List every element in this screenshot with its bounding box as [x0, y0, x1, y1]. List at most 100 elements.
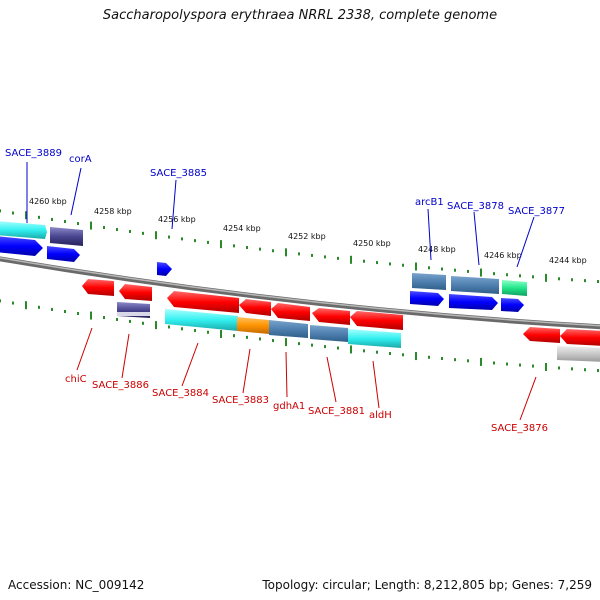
scale-tick-minor [77, 312, 79, 316]
gene-SACE_3877-arrow[interactable] [501, 298, 524, 312]
scale-tick-minor [402, 263, 404, 267]
gene-label[interactable]: SACE_3877 [508, 206, 565, 217]
gene-corA-navy[interactable] [50, 227, 83, 246]
scale-tick-minor [38, 215, 40, 219]
scale-tick-minor [142, 231, 144, 235]
scale-tick-minor [454, 358, 456, 362]
scale-tick-minor [298, 252, 300, 256]
gene-SACE_3878-arrow[interactable] [449, 294, 498, 310]
scale-tick-minor [181, 327, 183, 331]
scale-tick-minor [389, 262, 391, 266]
scale-tick-minor [129, 229, 131, 233]
gene-SACE_3886-arrow[interactable] [119, 284, 152, 301]
gene-SACE_3878-steel[interactable] [451, 276, 499, 294]
leader-lines-forward [26, 162, 535, 268]
gene-SACE_3885-arrow[interactable] [157, 262, 172, 276]
gene-label[interactable]: gdhA1 [273, 401, 305, 412]
scale-tick-minor [441, 356, 443, 360]
gene-label[interactable]: aldH [369, 410, 392, 421]
scale-tick-major [350, 255, 352, 264]
scale-tick-minor [519, 274, 521, 278]
gene-SACE_3889-cyan[interactable] [0, 221, 47, 239]
gene-aldH-cyan[interactable] [348, 329, 401, 348]
gene-SACE_3883-orange[interactable] [237, 317, 269, 334]
scale-labels: 4260 kbp 4258 kbp 4256 kbp 4254 kbp 4252… [29, 197, 587, 265]
scale-tick-minor [116, 228, 118, 232]
scale-tick-minor [597, 369, 599, 373]
gene-SACE_3884-cyan[interactable] [165, 309, 238, 331]
gene-chiC-arrow[interactable] [82, 279, 114, 296]
gene-arcB1-arrow[interactable] [410, 291, 444, 306]
gene-gdhA1-steel[interactable] [269, 320, 308, 338]
gene-label[interactable]: SACE_3886 [92, 380, 149, 391]
scale-tick-minor [168, 325, 170, 329]
gene-label[interactable]: chiC [65, 374, 87, 385]
scale-tick-minor [493, 272, 495, 276]
gene-SACE_3876-arrow-1[interactable] [523, 327, 560, 343]
gene-label[interactable]: SACE_3889 [5, 148, 62, 159]
scale-tick-minor [376, 261, 378, 265]
gene-label[interactable]: SACE_3883 [212, 395, 269, 406]
gene-label[interactable]: SACE_3884 [152, 388, 209, 399]
scale-tick-minor [402, 353, 404, 357]
scale-tick-minor [77, 222, 79, 226]
gene-label[interactable]: SACE_3878 [447, 201, 504, 212]
leader-lines-reverse [76, 327, 537, 421]
gene-SACE_3881-steel[interactable] [310, 325, 348, 342]
scale-tick-major [415, 352, 417, 361]
scale-tick-minor [311, 343, 313, 347]
scale-tick-major [90, 311, 92, 320]
scale-tick-minor [428, 266, 430, 270]
scale-tick-major [285, 338, 287, 347]
gene-aldH-arrow[interactable] [350, 311, 403, 330]
scale-tick-minor [142, 321, 144, 325]
gene-SACE_3876-arrow-2[interactable] [560, 329, 600, 346]
scale-tick-minor [311, 253, 313, 257]
scale-tick-major [25, 211, 27, 220]
scale-tick-major [545, 363, 547, 372]
scale-tick-major [155, 321, 157, 330]
gene-label[interactable]: SACE_3876 [491, 423, 548, 434]
scale-tick-minor [207, 240, 209, 244]
scale-tick-minor [103, 316, 105, 320]
gene-SACE_3883-arrow[interactable] [239, 299, 271, 316]
scale-tick-major [350, 345, 352, 354]
scale-tick-minor [259, 247, 261, 251]
gene-SACE_3876-gray[interactable] [557, 346, 600, 362]
scale-tick-minor [233, 244, 235, 248]
gene-corA-arrow[interactable] [47, 246, 80, 262]
gene-label[interactable]: SACE_3881 [308, 406, 365, 417]
gene-SACE_3877-green[interactable] [502, 280, 527, 296]
scale-tick-minor [519, 363, 521, 367]
scale-label: 4252 kbp [288, 232, 326, 241]
gene-SACE_3884-arrow[interactable] [167, 291, 239, 313]
gene-label[interactable]: SACE_3885 [150, 168, 207, 179]
gene-SACE_3889-arrow[interactable] [0, 236, 43, 256]
scale-tick-major [25, 301, 27, 310]
gene-SACE_3881-arrow[interactable] [312, 308, 350, 325]
scale-label: 4260 kbp [29, 197, 67, 206]
scale-ticks-lower [0, 299, 599, 373]
scale-tick-minor [584, 368, 586, 372]
scale-tick-minor [337, 256, 339, 260]
scale-tick-minor [597, 280, 599, 284]
scale-tick-minor [506, 273, 508, 277]
scale-tick-minor [363, 349, 365, 353]
scale-tick-minor [324, 345, 326, 349]
scale-label: 4254 kbp [223, 224, 261, 233]
scale-label: 4258 kbp [94, 207, 132, 216]
forward-strand-genes [0, 221, 527, 312]
gene-label[interactable]: arcB1 [415, 197, 444, 208]
gene-label[interactable]: corA [69, 154, 92, 165]
forward-gene-labels: SACE_3889 corA SACE_3885 arcB1 SACE_3878… [5, 148, 565, 217]
scale-tick-minor [493, 361, 495, 365]
scale-tick-minor [298, 342, 300, 346]
gene-arcB1-steel[interactable] [412, 273, 446, 290]
scale-tick-minor [506, 362, 508, 366]
genome-title: Saccharopolyspora erythraea NRRL 2338, c… [102, 8, 498, 23]
scale-tick-major [285, 248, 287, 257]
scale-tick-minor [129, 319, 131, 323]
scale-tick-minor [194, 329, 196, 333]
gene-gdhA1-arrow[interactable] [271, 303, 310, 321]
scale-label: 4256 kbp [158, 215, 196, 224]
